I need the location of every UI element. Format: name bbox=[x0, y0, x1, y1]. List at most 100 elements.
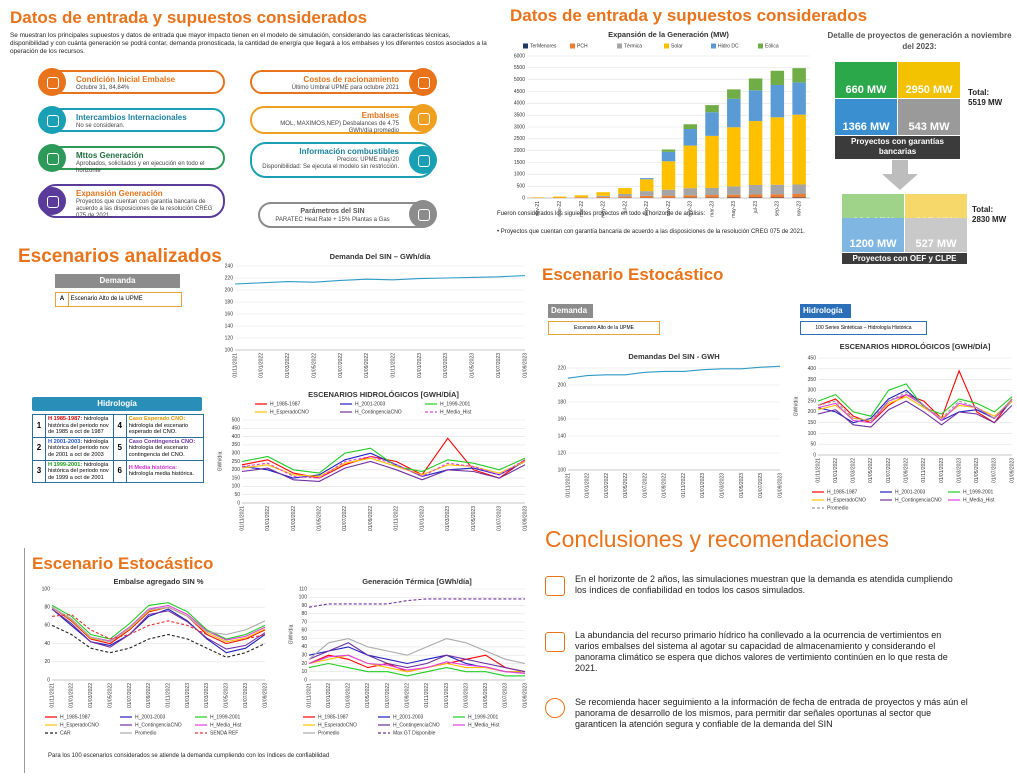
x-tick-label: mar-23 bbox=[709, 201, 715, 217]
legend-label: H_EsperadoCNO bbox=[60, 722, 99, 728]
y-tick-label: 5500 bbox=[514, 65, 525, 71]
row-text: hidrología histórica del periodo nov de … bbox=[48, 438, 109, 458]
series-line bbox=[308, 642, 526, 673]
conclusion: En el horizonte de 2 años, las simulacio… bbox=[575, 574, 953, 595]
legend-label: H_Media_Hist bbox=[440, 409, 472, 415]
reservoir-chart: Embalse agregado SIN % 0 20 40 60 80 100 01/11/… bbox=[42, 577, 269, 736]
bar-segment bbox=[683, 145, 698, 189]
slide-title: Conclusiones y recomendaciones bbox=[545, 526, 889, 552]
bar-segment bbox=[748, 121, 763, 185]
x-tick-label: 01/11/2022 bbox=[921, 458, 927, 483]
input-item: Condición Inicial Embalse Octubre 31, 84,… bbox=[38, 68, 225, 96]
slide-title: Escenarios analizados bbox=[18, 246, 222, 267]
mw-box: 1366 MW bbox=[835, 99, 897, 135]
x-tick-label: may-23 bbox=[731, 201, 737, 218]
input-item: Parámetros del SIN PARATEC Heat Rate + 15… bbox=[258, 200, 437, 228]
row-text: hidrología histórica del periodo nov de … bbox=[48, 461, 109, 481]
item-text: MOL, MAXIMOS,NEP) Desbalances de 4.75 GW… bbox=[280, 121, 399, 134]
x-tick-label: 01/07/2023 bbox=[503, 683, 509, 708]
table-header: Demanda bbox=[548, 304, 593, 318]
x-tick-label: 01/05/2023 bbox=[471, 506, 477, 531]
legend-label: H_1999-2001 bbox=[210, 714, 241, 720]
bar-segment bbox=[705, 195, 719, 198]
icon bbox=[38, 68, 66, 96]
legend-label: H_1999-2001 bbox=[440, 401, 471, 407]
row-cell: H 1999-2001: hidrología histórica del pe… bbox=[45, 459, 114, 484]
x-tick-label: 01/01/2022 bbox=[585, 473, 591, 498]
legend-label: H_1985-1987 bbox=[827, 489, 858, 495]
x-tick-label: 01/09/2022 bbox=[368, 506, 374, 531]
series-line bbox=[817, 391, 1013, 422]
y-tick-label: 80 bbox=[44, 605, 50, 611]
demand-row: A Escenario Alto de la UPME bbox=[55, 292, 182, 307]
legend-swatch bbox=[617, 43, 622, 49]
x-tick-label: 01/01/2022 bbox=[259, 353, 265, 378]
legend-label: H_ContingenciaCNO bbox=[135, 722, 182, 728]
bar-segment bbox=[639, 178, 654, 180]
y-tick-label: 140 bbox=[225, 323, 234, 329]
bar-segment bbox=[770, 84, 785, 118]
item-text: Disponibilidad: Se ejecuta el modelo sin… bbox=[262, 164, 399, 170]
row-cell: Caso Contingencia CNO: hidrología del es… bbox=[125, 436, 205, 461]
hydrology-chart: ESCENARIOS HIDROLÓGICOS [GWH/DÍA] 0 50 100 1… bbox=[217, 390, 528, 531]
bar-segment bbox=[705, 187, 719, 196]
series-line bbox=[51, 602, 266, 640]
generation-chart: Expansión de la Generación (MW) 0 500 1000 1… bbox=[514, 30, 810, 218]
x-tick-label: sep-22 bbox=[644, 201, 650, 217]
y-tick-label: 50 bbox=[234, 492, 240, 498]
row-num: 3 bbox=[32, 459, 46, 484]
bar-segment bbox=[639, 191, 654, 196]
series-line bbox=[817, 389, 1013, 424]
item-text: Aprobados, solicitados y en ejecución en… bbox=[76, 161, 205, 174]
x-tick-label: 01/01/2023 bbox=[185, 683, 191, 708]
y-tick-label: 4000 bbox=[514, 101, 525, 107]
legend-label: Promedio bbox=[827, 505, 849, 511]
bar-segment bbox=[618, 193, 632, 197]
y-axis-label: GWh/día bbox=[217, 451, 223, 471]
y-tick-label: 0 bbox=[813, 452, 816, 458]
legend-label: H_Media_Hist bbox=[468, 722, 500, 728]
y-tick-label: 70 bbox=[301, 619, 307, 625]
demand-chart: Demanda Del SIN – GWh/día 100 120 140 160 180… bbox=[225, 252, 529, 378]
row-num: 6 bbox=[112, 459, 127, 484]
x-tick-label: 01/07/2022 bbox=[642, 473, 648, 498]
row-text: hidrología del escenario esperado del CN… bbox=[128, 422, 189, 436]
y-tick-label: 3000 bbox=[514, 124, 525, 130]
y-tick-label: 140 bbox=[558, 433, 567, 439]
legend-label: H_EsperadoCNO bbox=[318, 722, 357, 728]
legend-label: Promedio bbox=[318, 730, 340, 736]
y-tick-label: 40 bbox=[44, 641, 50, 647]
y-tick-label: 10 bbox=[301, 669, 307, 675]
x-tick-label: 01/07/2023 bbox=[243, 683, 249, 708]
conclusion: Se recomienda hacer seguimiento a la inf… bbox=[575, 697, 968, 729]
y-tick-label: 220 bbox=[558, 365, 567, 371]
bar-segment bbox=[683, 124, 698, 130]
row-title: Caso Esperado CNO: bbox=[128, 416, 186, 422]
y-tick-label: 120 bbox=[558, 450, 567, 456]
total-value: 2830 MW bbox=[972, 215, 1007, 224]
bar-segment bbox=[748, 90, 763, 122]
y-tick-label: 3500 bbox=[514, 112, 525, 118]
conclusion-text: Para los 100 escenarios considerados se … bbox=[48, 753, 330, 759]
y-tick-label: 1500 bbox=[514, 160, 525, 166]
series-line bbox=[51, 613, 266, 645]
series-line bbox=[308, 638, 526, 665]
legend-label: H_EsperadoCNO bbox=[827, 497, 866, 503]
x-tick-label: 01/03/2023 bbox=[443, 353, 449, 378]
icon bbox=[38, 106, 66, 134]
legend-swatch bbox=[664, 43, 669, 49]
bar-segment bbox=[639, 179, 654, 192]
legend-label: H_2001-2003 bbox=[393, 714, 424, 720]
x-tick-label: 01/09/2022 bbox=[662, 473, 668, 498]
y-tick-label: 100 bbox=[558, 467, 567, 473]
series-line bbox=[234, 275, 526, 285]
row-num: 2 bbox=[32, 436, 46, 461]
bar-segment bbox=[748, 78, 763, 91]
x-tick-label: may-22 bbox=[601, 201, 607, 218]
icon bbox=[545, 698, 565, 718]
x-tick-label: nov-22 bbox=[666, 201, 672, 217]
x-tick-label: 01/09/2022 bbox=[405, 683, 411, 708]
bar-segment bbox=[770, 117, 785, 185]
y-tick-label: 120 bbox=[225, 335, 234, 341]
